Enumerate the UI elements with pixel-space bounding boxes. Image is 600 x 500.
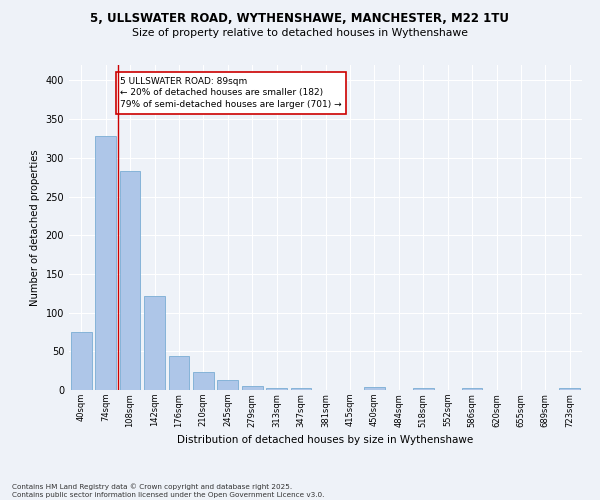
Text: 5 ULLSWATER ROAD: 89sqm
← 20% of detached houses are smaller (182)
79% of semi-d: 5 ULLSWATER ROAD: 89sqm ← 20% of detache… bbox=[120, 76, 342, 109]
Bar bbox=[364, 387, 385, 390]
Y-axis label: Number of detached properties: Number of detached properties bbox=[30, 149, 40, 306]
Bar bbox=[193, 372, 214, 390]
Bar bbox=[217, 380, 238, 390]
Bar bbox=[242, 386, 263, 390]
Text: Size of property relative to detached houses in Wythenshawe: Size of property relative to detached ho… bbox=[132, 28, 468, 38]
Bar bbox=[413, 388, 434, 390]
Bar bbox=[95, 136, 116, 390]
Bar bbox=[461, 388, 482, 390]
Bar bbox=[559, 388, 580, 390]
Bar bbox=[144, 296, 165, 390]
Bar bbox=[290, 388, 311, 390]
Text: Contains HM Land Registry data © Crown copyright and database right 2025.
Contai: Contains HM Land Registry data © Crown c… bbox=[12, 484, 325, 498]
Text: 5, ULLSWATER ROAD, WYTHENSHAWE, MANCHESTER, M22 1TU: 5, ULLSWATER ROAD, WYTHENSHAWE, MANCHEST… bbox=[91, 12, 509, 26]
Bar bbox=[71, 332, 92, 390]
X-axis label: Distribution of detached houses by size in Wythenshawe: Distribution of detached houses by size … bbox=[178, 435, 473, 445]
Bar bbox=[169, 356, 190, 390]
Bar bbox=[266, 388, 287, 390]
Bar bbox=[119, 171, 140, 390]
